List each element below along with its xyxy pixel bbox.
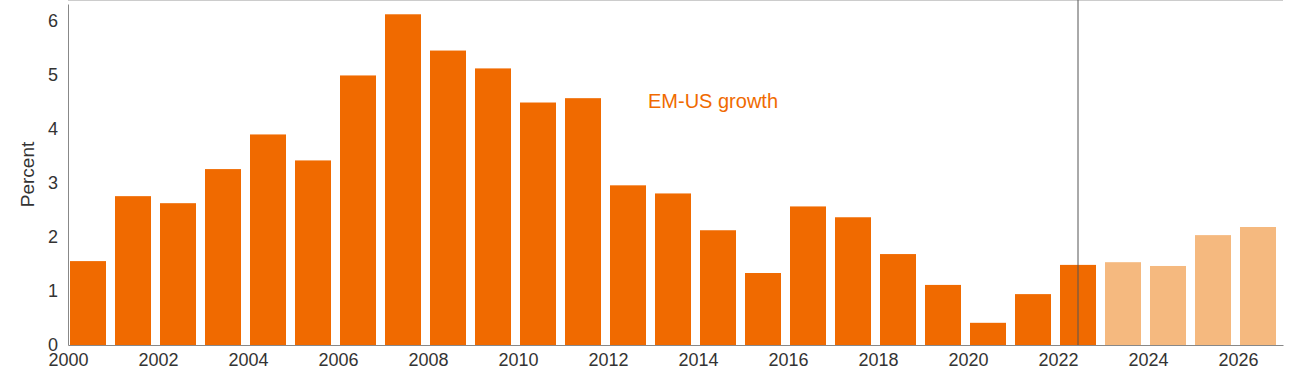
bar <box>880 254 916 345</box>
x-tick-label: 2024 <box>1128 350 1168 370</box>
y-tick: 0 <box>48 335 68 355</box>
bar <box>1240 227 1276 345</box>
bar <box>1150 266 1186 345</box>
bar <box>610 185 646 345</box>
y-tick: 5 <box>48 65 68 85</box>
chart: 2000200220042006200820102012201420162018… <box>0 0 1303 382</box>
x-tick-label: 2014 <box>678 350 718 370</box>
bars <box>70 14 1276 345</box>
x-tick-label: 2002 <box>138 350 178 370</box>
x-tick-label: 2020 <box>948 350 988 370</box>
bar <box>925 285 961 345</box>
bar <box>205 169 241 345</box>
frame-top <box>68 0 1283 1</box>
y-tick-label: 3 <box>48 173 58 193</box>
x-tick-label: 2022 <box>1038 350 1078 370</box>
x-tick: 2010 <box>498 345 538 370</box>
bar <box>745 273 781 345</box>
x-tick: 2002 <box>138 345 178 370</box>
x-tick-label: 2016 <box>768 350 808 370</box>
bar <box>970 323 1006 345</box>
bar <box>520 103 556 345</box>
x-tick: 2006 <box>318 345 358 370</box>
forecast-divider <box>1078 0 1079 345</box>
y-axis-title: Percent <box>17 141 38 207</box>
bar <box>1015 294 1051 345</box>
bar <box>790 206 826 345</box>
y-tick: 3 <box>48 173 68 193</box>
x-tick: 2008 <box>408 345 448 370</box>
x-tick-label: 2010 <box>498 350 538 370</box>
bar <box>1105 262 1141 345</box>
y-tick-label: 5 <box>48 65 58 85</box>
x-tick: 2026 <box>1218 345 1258 370</box>
bar <box>1195 235 1231 345</box>
x-tick: 2014 <box>678 345 718 370</box>
bar <box>160 203 196 345</box>
x-axis: 2000200220042006200820102012201420162018… <box>48 345 1283 370</box>
bar <box>70 261 106 345</box>
y-tick-label: 0 <box>48 335 58 355</box>
x-tick: 2012 <box>588 345 628 370</box>
x-tick: 2004 <box>228 345 268 370</box>
bar <box>340 75 376 345</box>
y-axis: 0 1 2 3 4 5 6 <box>48 5 69 356</box>
x-tick: 2018 <box>858 345 898 370</box>
x-tick: 2022 <box>1038 345 1078 370</box>
x-tick: 2024 <box>1128 345 1168 370</box>
y-axis-line <box>68 5 69 346</box>
y-tick: 4 <box>48 119 68 139</box>
bar <box>835 217 871 345</box>
bar <box>565 98 601 345</box>
bar <box>115 196 151 345</box>
x-tick: 2016 <box>768 345 808 370</box>
y-tick: 2 <box>48 227 68 247</box>
x-axis-line <box>69 345 1284 346</box>
y-tick: 6 <box>48 10 68 30</box>
bar <box>700 230 736 345</box>
y-tick: 1 <box>48 281 68 301</box>
x-tick: 2020 <box>948 345 988 370</box>
y-tick-label: 2 <box>48 227 58 247</box>
bar <box>295 160 331 345</box>
bar <box>250 134 286 345</box>
x-tick-label: 2012 <box>588 350 628 370</box>
x-tick-label: 2004 <box>228 350 268 370</box>
bar <box>385 14 421 345</box>
bar <box>655 193 691 345</box>
x-tick-label: 2026 <box>1218 350 1258 370</box>
bar <box>430 51 466 345</box>
x-tick-label: 2006 <box>318 350 358 370</box>
x-tick-label: 2008 <box>408 350 448 370</box>
x-tick-label: 2018 <box>858 350 898 370</box>
y-tick-label: 4 <box>48 119 58 139</box>
y-tick-label: 1 <box>48 281 58 301</box>
y-tick-label: 6 <box>48 10 58 30</box>
annotation: EM-US growth <box>648 90 778 112</box>
bar <box>475 68 511 345</box>
